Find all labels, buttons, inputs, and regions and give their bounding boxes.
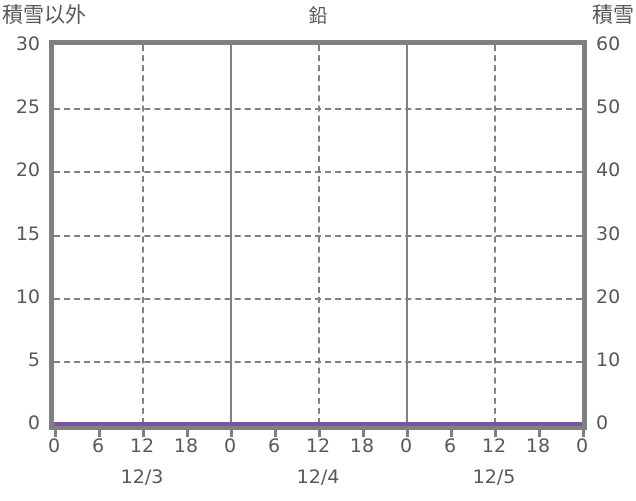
x-tick-label: 12 <box>129 435 155 457</box>
x-tick-label: 18 <box>525 435 551 457</box>
plot-inner <box>54 45 582 426</box>
x-tick-label: 12 <box>305 435 331 457</box>
chart-title: 鉛 <box>308 5 328 27</box>
right-y-tick-label: 20 <box>596 285 621 308</box>
x-tick-label: 6 <box>91 435 105 457</box>
x-tick-mark <box>230 430 233 437</box>
left-axis-title: 積雪以外 <box>2 3 86 27</box>
gridline-vertical-midday <box>494 45 496 424</box>
x-tick-mark <box>186 430 189 437</box>
gridline-day-boundary <box>406 45 408 424</box>
x-day-label: 12/3 <box>120 466 164 488</box>
x-tick-mark <box>494 430 497 437</box>
left-y-tick-label: 25 <box>15 96 40 119</box>
x-day-label: 12/5 <box>472 466 516 488</box>
x-tick-label: 0 <box>47 435 61 457</box>
x-tick-label: 0 <box>223 435 237 457</box>
x-tick-mark <box>98 430 101 437</box>
x-tick-mark <box>582 430 585 437</box>
x-tick-mark <box>274 430 277 437</box>
right-y-tick-label: 60 <box>596 33 621 55</box>
left-y-tick-label: 5 <box>27 348 40 371</box>
x-tick-mark <box>362 430 365 437</box>
right-y-tick-label: 30 <box>596 222 621 245</box>
x-tick-label: 6 <box>443 435 457 457</box>
x-tick-mark <box>538 430 541 437</box>
series-line-0 <box>54 422 582 426</box>
x-day-label: 12/4 <box>296 466 340 488</box>
left-y-tick-label: 0 <box>27 412 40 434</box>
left-y-tick-label: 30 <box>15 33 40 55</box>
plot-area <box>49 40 587 430</box>
gridline-day-boundary <box>230 45 232 424</box>
x-tick-label: 6 <box>267 435 281 457</box>
right-y-tick-label: 50 <box>596 96 621 119</box>
x-tick-label: 12 <box>481 435 507 457</box>
left-y-tick-label: 10 <box>15 285 40 308</box>
right-y-tick-label: 40 <box>596 159 621 182</box>
gridline-vertical-midday <box>318 45 320 424</box>
x-tick-label: 18 <box>349 435 375 457</box>
x-tick-mark <box>142 430 145 437</box>
x-tick-mark <box>54 430 57 437</box>
x-tick-mark <box>406 430 409 437</box>
gridline-vertical-midday <box>142 45 144 424</box>
left-y-tick-label: 20 <box>15 159 40 182</box>
right-y-tick-label: 10 <box>596 348 621 371</box>
x-tick-label: 0 <box>399 435 413 457</box>
right-axis-title: 積雪 <box>592 3 634 27</box>
x-tick-mark <box>450 430 453 437</box>
x-tick-label: 0 <box>575 435 589 457</box>
x-tick-label: 18 <box>173 435 199 457</box>
x-tick-mark <box>318 430 321 437</box>
left-y-tick-label: 15 <box>15 222 40 245</box>
right-y-tick-label: 0 <box>596 412 609 434</box>
